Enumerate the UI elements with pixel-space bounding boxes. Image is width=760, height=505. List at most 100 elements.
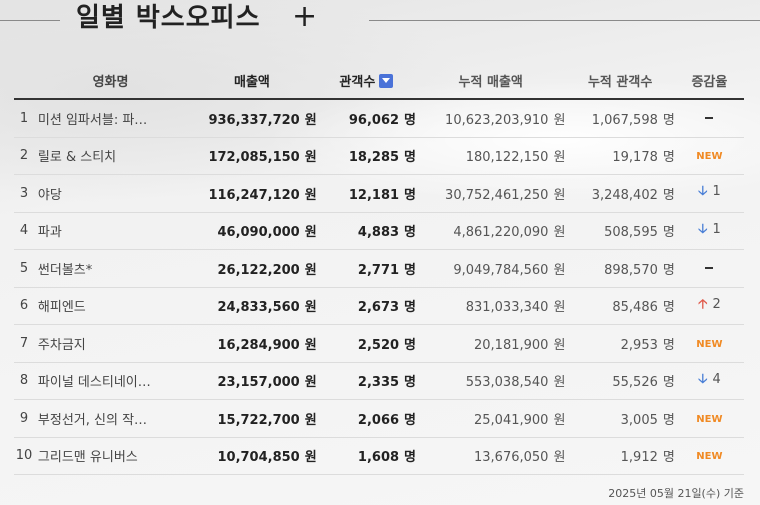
add-button[interactable]: +: [292, 0, 318, 34]
cum-sales-cell: 831,033,340 원: [416, 287, 566, 325]
movie-title-link[interactable]: 그리드맨 유니버스: [33, 437, 188, 475]
audience-cell: 2,066 명: [316, 399, 417, 438]
person-unit: 명: [662, 412, 675, 428]
sales-cell: 24,833,560 원: [187, 287, 317, 325]
person-unit: 명: [662, 337, 675, 353]
person-unit: 명: [662, 375, 675, 391]
sales-value: 46,090,000: [217, 225, 300, 241]
change-cell: NEW: [674, 437, 744, 475]
person-unit: 명: [662, 450, 675, 466]
cum-audience-cell: 85,486 명: [565, 287, 675, 325]
cum-sales-cell: 553,038,540 원: [416, 362, 566, 400]
cum-sales-value: 180,122,150: [465, 150, 549, 166]
movie-title-link[interactable]: 해피엔드: [33, 287, 188, 325]
person-unit: 명: [404, 187, 417, 203]
sales-cell: 16,284,900 원: [187, 324, 317, 363]
person-unit: 명: [662, 300, 675, 316]
table-row[interactable]: 2 릴로 & 스티치 172,085,150 원 18,285 명 180,122,…: [14, 137, 744, 175]
table-row[interactable]: 5 썬더볼츠* 26,122,200 원 2,771 명 9,049,784,560…: [14, 249, 744, 288]
won-unit: 원: [553, 225, 566, 241]
audience-value: 2,066: [357, 412, 400, 428]
cum-sales-value: 30,752,461,250: [445, 187, 549, 203]
audience-value: 2,335: [357, 375, 400, 391]
person-unit: 명: [404, 262, 417, 278]
audience-cell: 4,883 명: [316, 212, 417, 250]
audience-value: 18,285: [348, 150, 400, 166]
cum-sales-cell: 30,752,461,250 원: [416, 174, 566, 213]
person-unit: 명: [404, 412, 417, 428]
change-value: 4: [712, 371, 721, 387]
arrow-down-icon: 🡣: [698, 221, 708, 237]
change-cell: NEW: [674, 324, 744, 363]
sales-value: 172,085,150: [208, 150, 300, 166]
cum-sales-value: 553,038,540: [465, 375, 549, 391]
cum-audience-cell: 2,953 명: [565, 324, 675, 363]
cum-audience-value: 19,178: [612, 150, 658, 166]
sales-cell: 15,722,700 원: [187, 399, 317, 438]
new-badge: NEW: [696, 451, 723, 463]
movie-title-link[interactable]: 파과: [33, 212, 188, 250]
audience-value: 4,883: [357, 225, 400, 241]
movie-title-link[interactable]: 부정선거, 신의 작…: [33, 399, 188, 438]
audience-header[interactable]: 관객수: [316, 62, 417, 100]
won-unit: 원: [553, 300, 566, 316]
sales-cell: 46,090,000 원: [187, 212, 317, 250]
sales-cell: 172,085,150 원: [187, 137, 317, 175]
rank-cell: 2: [14, 137, 34, 175]
cum-sales-value: 10,623,203,910: [445, 112, 549, 128]
table-row[interactable]: 10 그리드맨 유니버스 10,704,850 원 1,608 명 13,676,0…: [14, 437, 744, 475]
sales-cell: 10,704,850 원: [187, 437, 317, 475]
rank-cell: 4: [14, 212, 34, 250]
table-row[interactable]: 1 미션 임파서블: 파… 936,337,720 원 96,062 명 10,62…: [14, 99, 744, 138]
cum-audience-value: 55,526: [612, 375, 658, 391]
table-header-row: 영화명 매출액 관객수 누적 매출액 누적 관객수 증감율: [14, 62, 744, 100]
change-cell: 🡣 4: [674, 362, 744, 400]
table-row[interactable]: 6 해피엔드 24,833,560 원 2,673 명 831,033,340 원 8…: [14, 287, 744, 325]
won-unit: 원: [304, 450, 317, 466]
table-row[interactable]: 4 파과 46,090,000 원 4,883 명 4,861,220,090 원 5…: [14, 212, 744, 250]
person-unit: 명: [662, 225, 675, 241]
person-unit: 명: [404, 337, 417, 353]
movie-title-link[interactable]: 주차금지: [33, 324, 188, 363]
cum-sales-cell: 180,122,150 원: [416, 137, 566, 175]
rank-cell: 10: [14, 437, 34, 475]
movie-title-link[interactable]: 릴로 & 스티치: [33, 137, 188, 175]
cum-audience-cell: 1,912 명: [565, 437, 675, 475]
audience-header-label: 관객수: [339, 74, 376, 90]
sales-cell: 26,122,200 원: [187, 249, 317, 288]
cum-sales-value: 9,049,784,560: [453, 262, 549, 278]
audience-cell: 2,673 명: [316, 287, 417, 325]
table-row[interactable]: 7 주차금지 16,284,900 원 2,520 명 20,181,900 원 2,…: [14, 324, 744, 363]
table-row[interactable]: 8 파이널 데스티네이… 23,157,000 원 2,335 명 553,038,…: [14, 362, 744, 400]
cum-sales-value: 20,181,900: [474, 337, 549, 353]
movie-title-link[interactable]: 야당: [33, 174, 188, 213]
audience-value: 2,673: [357, 300, 400, 316]
sort-down-icon[interactable]: [379, 73, 394, 88]
table-row[interactable]: 3 야당 116,247,120 원 12,181 명 30,752,461,250…: [14, 174, 744, 213]
movie-title-link[interactable]: 썬더볼츠*: [33, 249, 188, 288]
cum-sales-cell: 10,623,203,910 원: [416, 99, 566, 138]
arrow-down-icon: 🡣: [698, 184, 708, 200]
cum-audience-value: 1,067,598: [591, 112, 658, 128]
audience-cell: 18,285 명: [316, 137, 417, 175]
won-unit: 원: [304, 225, 317, 241]
movie-title-link[interactable]: 미션 임파서블: 파…: [33, 99, 188, 138]
cum-sales-value: 831,033,340: [465, 300, 549, 316]
won-unit: 원: [304, 412, 317, 428]
cum-audience-value: 898,570: [604, 262, 658, 278]
cum-audience-cell: 19,178 명: [565, 137, 675, 175]
cum-audience-cell: 55,526 명: [565, 362, 675, 400]
rank-cell: 6: [14, 287, 34, 325]
change-cell: 🡣 1: [674, 212, 744, 250]
title-rule: [369, 20, 760, 21]
cum-audience-value: 2,953: [620, 337, 658, 353]
sales-header: 매출액: [187, 62, 317, 100]
movie-title-link[interactable]: 파이널 데스티네이…: [33, 362, 188, 400]
table-row[interactable]: 9 부정선거, 신의 작… 15,722,700 원 2,066 명 25,041,…: [14, 399, 744, 438]
person-unit: 명: [404, 225, 417, 241]
sales-cell: 116,247,120 원: [187, 174, 317, 213]
rank-cell: 3: [14, 174, 34, 213]
rank-cell: 9: [14, 399, 34, 438]
audience-cell: 2,520 명: [316, 324, 417, 363]
audience-cell: 12,181 명: [316, 174, 417, 213]
